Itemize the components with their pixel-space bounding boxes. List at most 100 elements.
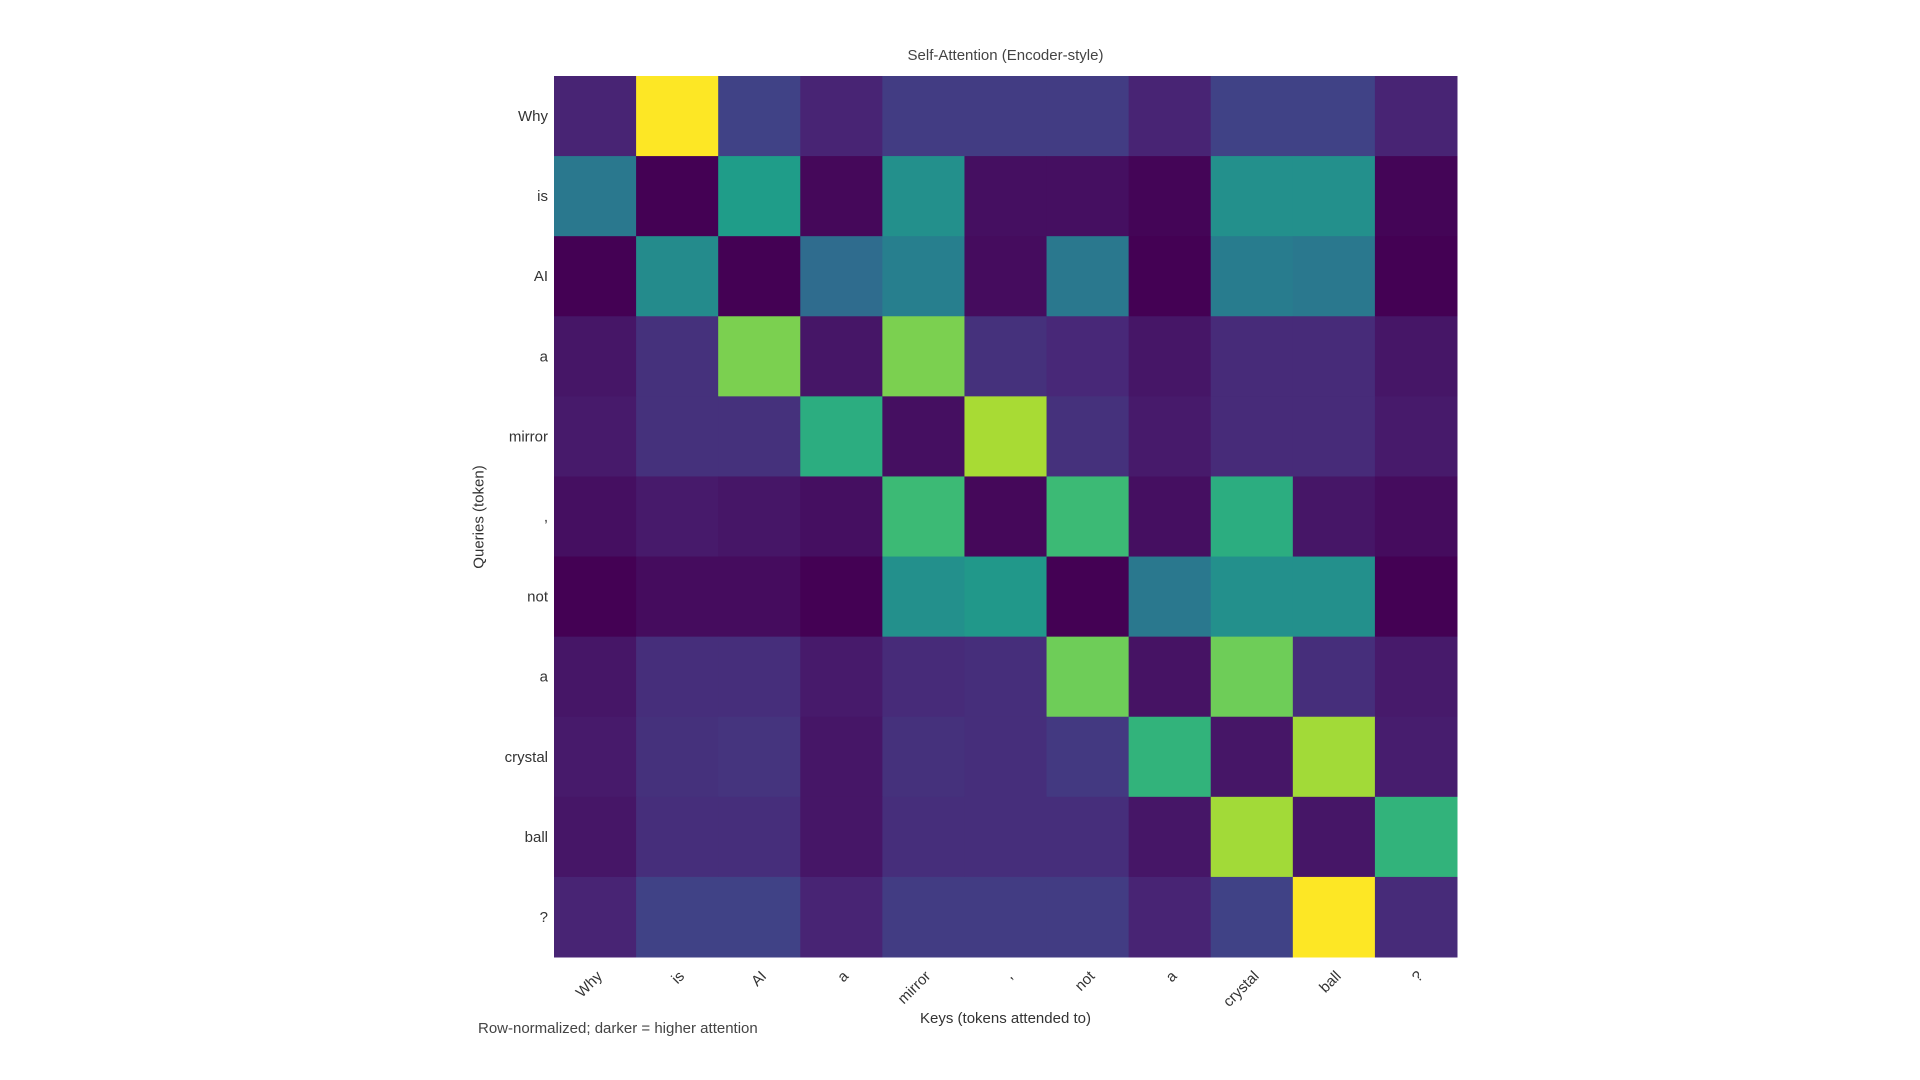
y-tick-label: AI — [534, 268, 548, 285]
heatmap-cell — [554, 396, 637, 477]
heatmap-cell — [1292, 236, 1376, 317]
heatmap-cell — [1128, 556, 1212, 638]
heatmap-cell — [800, 236, 883, 317]
heatmap-cell — [1046, 156, 1130, 237]
heatmap-cell — [800, 316, 883, 397]
heatmap-cell — [1128, 396, 1212, 477]
heatmap-cell — [718, 796, 801, 878]
heatmap-cell — [636, 396, 719, 477]
x-tick-label: Why — [573, 967, 607, 1001]
heatmap-cell — [882, 796, 965, 878]
heatmap-cell — [882, 236, 965, 317]
heatmap-cell — [554, 876, 637, 958]
x-tick-label: , — [1001, 968, 1016, 983]
x-axis-label: Keys (tokens attended to) — [920, 1010, 1091, 1027]
heatmap-cell — [718, 76, 801, 157]
x-tick-label: ? — [1409, 968, 1427, 986]
heatmap-cell — [718, 716, 801, 798]
heatmap-cell — [554, 636, 637, 718]
heatmap-cell — [1292, 796, 1376, 878]
heatmap-cell — [1128, 476, 1212, 558]
heatmap-cell — [718, 636, 801, 718]
heatmap-cell — [1046, 876, 1130, 958]
heatmap-cell — [1374, 876, 1458, 958]
x-tick-label: AI — [748, 968, 770, 990]
heatmap-cell — [800, 76, 883, 157]
heatmap-cell — [718, 316, 801, 397]
heatmap-cell — [1210, 636, 1294, 718]
heatmap-cell — [1292, 556, 1376, 638]
heatmap-cell — [1128, 716, 1212, 798]
heatmap-cell — [636, 316, 719, 397]
heatmap-cell — [964, 76, 1048, 157]
heatmap-cell — [800, 396, 883, 477]
heatmap-cell — [800, 876, 883, 958]
y-tick-label: Why — [518, 108, 549, 125]
heatmap-cell — [964, 236, 1048, 317]
heatmap-cell — [1374, 636, 1458, 718]
heatmap-cell — [882, 156, 965, 237]
heatmap-cell — [1374, 476, 1458, 558]
heatmap-cell — [800, 636, 883, 718]
heatmap-cell — [1374, 236, 1458, 317]
heatmap-cell — [554, 716, 637, 798]
heatmap-cell — [964, 556, 1048, 638]
heatmap-cell — [1210, 76, 1294, 157]
heatmap-cell — [1046, 476, 1130, 558]
heatmap-cell — [882, 76, 965, 157]
heatmap-cell — [1046, 316, 1130, 397]
y-tick-label: a — [540, 669, 549, 686]
heatmap-cell — [1046, 636, 1130, 718]
heatmap-cell — [554, 76, 637, 157]
heatmap-cell — [718, 236, 801, 317]
heatmap-cell — [964, 396, 1048, 477]
heatmap-cell — [1210, 716, 1294, 798]
heatmap-cell — [882, 716, 965, 798]
heatmap-cell — [882, 636, 965, 718]
heatmap-cell — [882, 476, 965, 558]
x-tick-label: is — [668, 968, 688, 988]
heatmap-cell — [718, 476, 801, 558]
heatmap-cell — [1046, 796, 1130, 878]
y-tick-label: ball — [525, 829, 548, 846]
heatmap-cell — [1292, 876, 1376, 958]
heatmap-cell — [636, 156, 719, 237]
heatmap-cell — [1046, 556, 1130, 638]
heatmap-cell — [1210, 236, 1294, 317]
x-tick-label: ball — [1316, 968, 1345, 997]
chart-title: Self-Attention (Encoder-style) — [907, 47, 1104, 64]
heatmap-cell — [636, 556, 719, 638]
heatmap-cell — [1128, 76, 1212, 157]
x-tick-label: not — [1072, 967, 1099, 994]
heatmap-cell — [636, 476, 719, 558]
heatmap-cell — [636, 636, 719, 718]
x-tick-label: mirror — [895, 968, 935, 1008]
heatmap-cell — [964, 476, 1048, 558]
heatmap-cell — [554, 476, 637, 558]
heatmap-cell — [554, 796, 637, 878]
y-tick-label: ? — [540, 909, 548, 926]
y-tick-label: a — [540, 348, 549, 365]
heatmap-cell — [964, 156, 1048, 237]
heatmap-cell — [718, 876, 801, 958]
heatmap-cell — [1046, 76, 1130, 157]
heatmap-cell — [800, 556, 883, 638]
chart-note: Row-normalized; darker = higher attentio… — [478, 1020, 758, 1037]
y-axis-label: Queries (token) — [470, 465, 488, 569]
heatmap-cell — [1210, 556, 1294, 638]
heatmap-cell — [718, 556, 801, 638]
heatmap-cell — [636, 236, 719, 317]
heatmap-cell — [1210, 876, 1294, 958]
heatmap-cell — [1046, 396, 1130, 477]
heatmap-cell — [1292, 396, 1376, 477]
heatmap-cell — [964, 716, 1048, 798]
heatmap-cell — [800, 796, 883, 878]
heatmap-cell — [1292, 476, 1376, 558]
heatmap-cell — [882, 316, 965, 397]
y-tick-label: is — [537, 188, 548, 205]
heatmap-cell — [800, 716, 883, 798]
heatmap-cell — [1374, 716, 1458, 798]
heatmap-cell — [1292, 716, 1376, 798]
heatmap-cell — [882, 396, 965, 477]
